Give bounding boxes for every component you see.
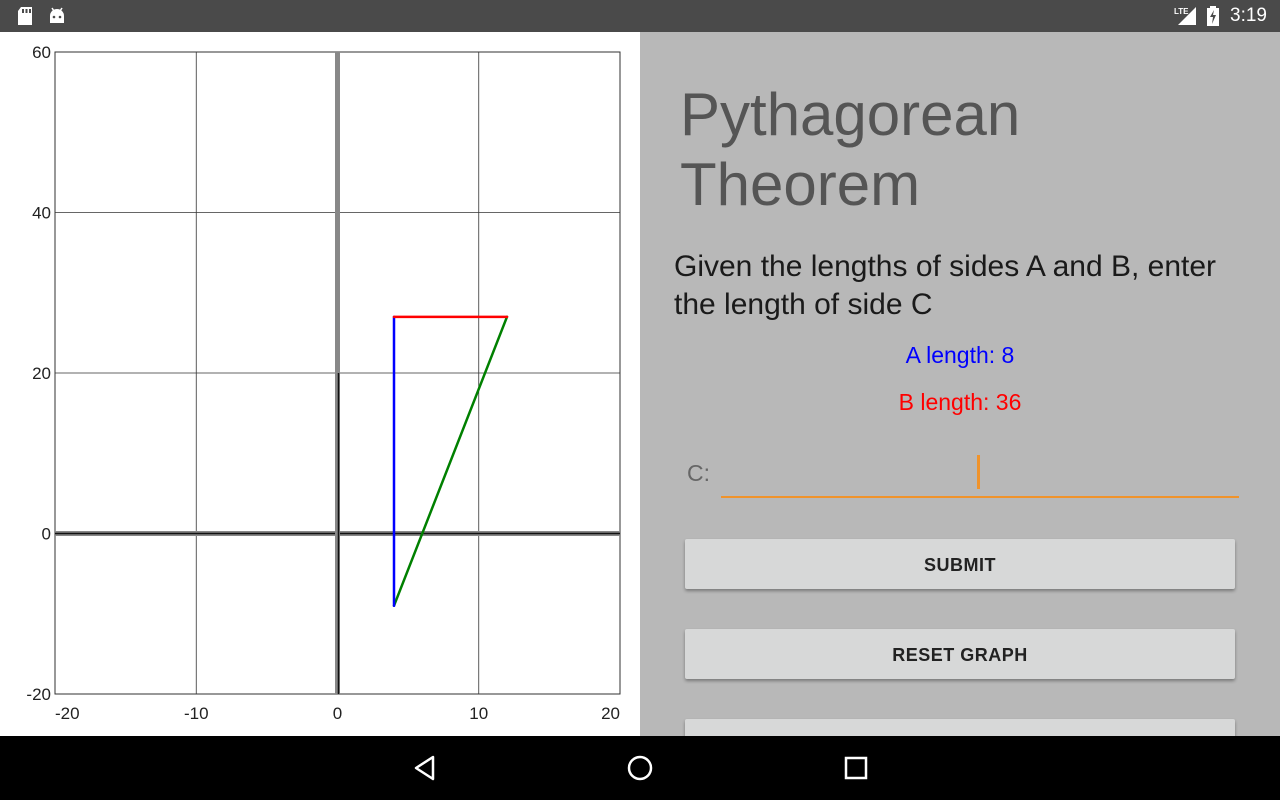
sd-card-icon: [16, 0, 34, 32]
clock: 3:19: [1230, 5, 1267, 26]
a-length-label: A length: 8: [905, 342, 1015, 368]
question-panel: Pythagorean Theorem Given the lengths of…: [640, 32, 1280, 736]
b-length-label: B length: 36: [898, 389, 1022, 415]
triangle-side-c: [392, 315, 509, 607]
battery-charging-icon: [1206, 0, 1220, 32]
y-tick-label: -20: [26, 685, 51, 704]
recents-icon: [844, 756, 868, 780]
x-tick-label: -20: [55, 704, 80, 723]
status-bar: LTE 3:19: [0, 0, 1280, 32]
c-label: C:: [687, 460, 710, 486]
x-tick-label: 20: [601, 704, 620, 723]
back-button[interactable]: [395, 736, 455, 800]
y-tick-label: 60: [32, 43, 51, 62]
android-icon: [48, 0, 66, 32]
submit-button[interactable]: SUBMIT: [685, 539, 1235, 589]
navigation-bar: [0, 736, 1280, 800]
home-icon: [627, 755, 653, 781]
text-cursor: [977, 455, 980, 489]
home-button[interactable]: [610, 736, 670, 800]
back-icon: [414, 755, 435, 781]
coordinate-graph[interactable]: -20 -10 0 10 20 60 40 20 0 -20: [0, 32, 640, 736]
signal-icon: LTE: [1174, 0, 1198, 32]
y-tick-label: 0: [42, 525, 51, 544]
additional-button[interactable]: [685, 719, 1235, 736]
instructions-text: Given the lengths of sides A and B, ente…: [674, 250, 1217, 321]
x-tick-label: 10: [469, 704, 488, 723]
c-length-input[interactable]: [721, 452, 1239, 498]
page-title: Pythagorean Theorem: [680, 81, 1021, 218]
y-tick-label: 40: [32, 204, 51, 223]
x-tick-label: -10: [184, 704, 209, 723]
graph-panel[interactable]: -20 -10 0 10 20 60 40 20 0 -20: [0, 32, 640, 736]
lte-label: LTE: [1174, 7, 1189, 16]
y-tick-label: 20: [32, 364, 51, 383]
reset-graph-button[interactable]: RESET GRAPH: [685, 629, 1235, 679]
x-tick-label: 0: [333, 704, 342, 723]
recents-button[interactable]: [826, 736, 886, 800]
